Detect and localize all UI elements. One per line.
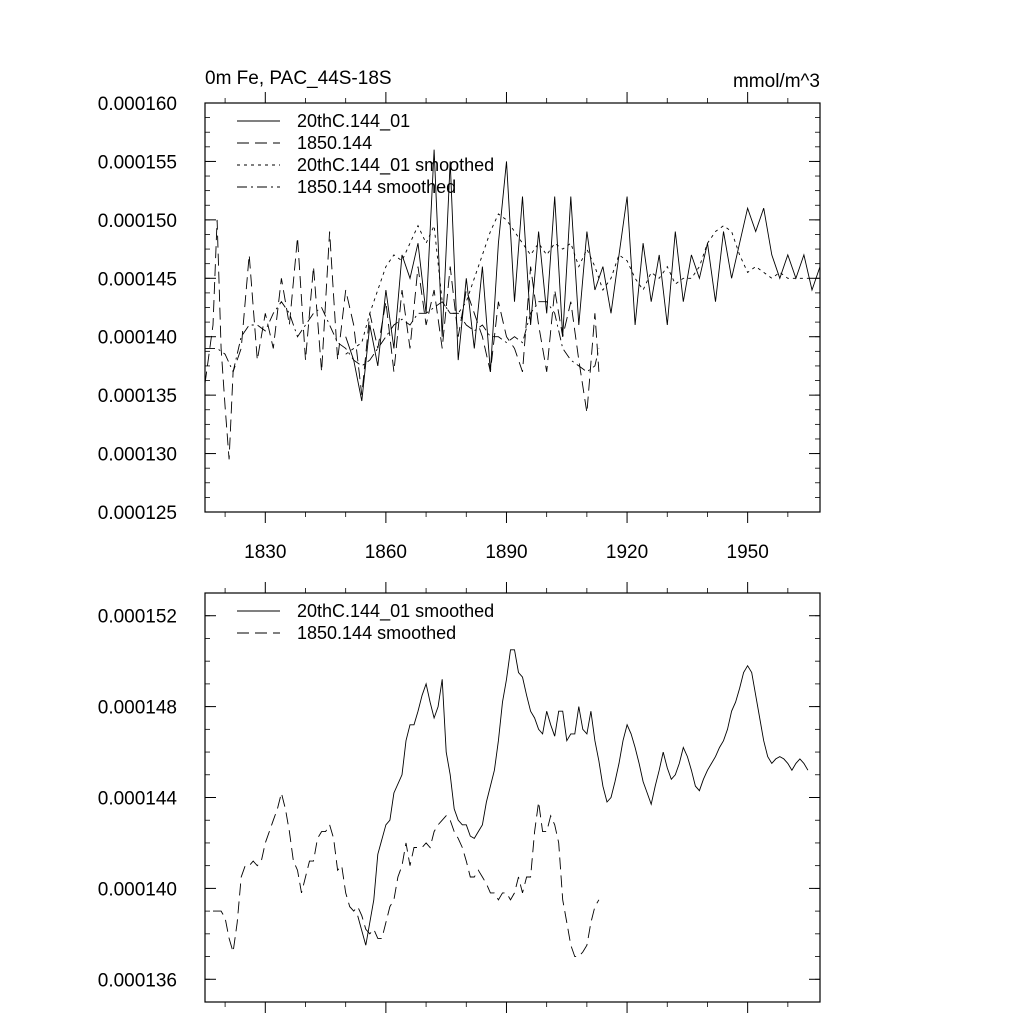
top-title-left: 0m Fe, PAC_44S-18S — [205, 68, 392, 89]
bottom-y-tick-label: 0.000136 — [98, 970, 177, 991]
bottom-panel: 0.000136 0.000140 0.000144 0.000148 0.000152… — [98, 582, 821, 1013]
top-series-1-line — [345, 149, 821, 402]
top-axes: 0.000125 0.000130 0.000135 0.000140 0.000145… — [98, 92, 820, 563]
top-y-tick-label: 0.000140 — [98, 328, 177, 349]
top-y-tick-label: 0.000135 — [98, 386, 177, 407]
bottom-y-tick-label: 0.000144 — [98, 789, 178, 810]
top-series-4-line — [205, 300, 600, 374]
top-plot-frame — [204, 102, 821, 513]
bottom-series-2-line — [213, 792, 600, 958]
bottom-y-tick-label: 0.000140 — [98, 879, 177, 900]
bottom-y-tick-label: 0.000148 — [98, 698, 177, 719]
bottom-y-tick-label: 0.000152 — [98, 607, 177, 628]
top-legend-label: 1850.144 — [297, 133, 372, 153]
top-series-2-line — [204, 219, 600, 460]
top-y-tick-label: 0.000145 — [98, 269, 177, 290]
top-title-right: mmol/m^3 — [733, 71, 820, 92]
top-series-3-line — [345, 213, 812, 355]
top-plot-area — [204, 149, 821, 460]
top-y-tick-label: 0.000150 — [98, 211, 177, 232]
bottom-axes: 0.000136 0.000140 0.000144 0.000148 0.000152 — [98, 582, 820, 1013]
top-y-tick-label: 0.000155 — [98, 152, 177, 173]
top-y-tick-label: 0.000125 — [98, 503, 177, 524]
top-y-tick-label: 0.000130 — [98, 445, 177, 466]
bottom-plot-area — [213, 649, 809, 958]
top-legend-label: 20thC.144_01 smoothed — [297, 155, 494, 176]
top-x-tick-label: 1860 — [365, 542, 407, 563]
top-x-tick-label: 1950 — [727, 542, 769, 563]
bottom-series-1-line — [357, 649, 809, 946]
top-panel: 0m Fe, PAC_44S-18S mmol/m^3 0.0001250.00… — [98, 68, 821, 563]
bottom-legend-label: 20thC.144_01 smoothed — [297, 601, 494, 622]
top-legend-label: 20thC.144_01 — [297, 111, 410, 132]
top-legend-label: 1850.144 smoothed — [297, 177, 456, 197]
bottom-plot-frame — [204, 592, 821, 1003]
top-y-tick-label: 0.000160 — [98, 94, 177, 115]
top-x-tick-label: 1830 — [244, 542, 286, 563]
top-x-tick-label: 1920 — [606, 542, 648, 563]
top-x-tick-label: 1890 — [485, 542, 527, 563]
bottom-legend-label: 1850.144 smoothed — [297, 623, 456, 643]
